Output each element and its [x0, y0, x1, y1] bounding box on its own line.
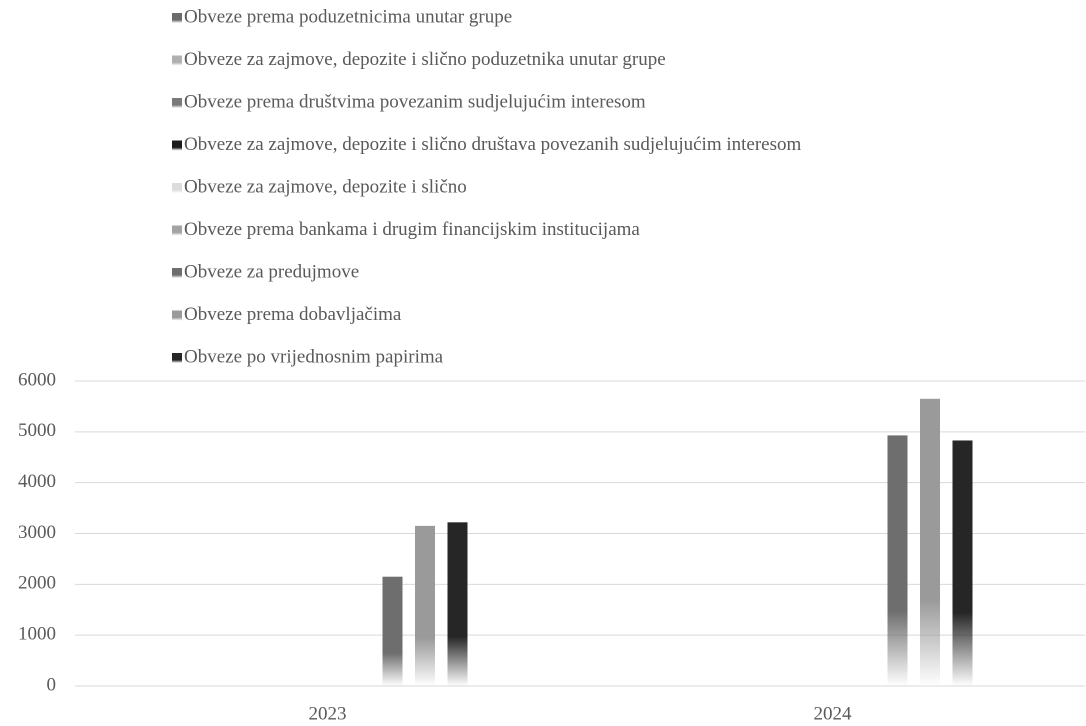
legend-label: Obveze za zajmove, depozite i slično dru…: [184, 134, 802, 155]
legend-label: Obveze za predujmove: [184, 261, 359, 282]
x-tick-label: 2023: [309, 703, 347, 724]
y-tick-label: 4000: [18, 471, 56, 492]
legend-label: Obveze po vrijednosnim papirima: [184, 346, 444, 367]
legend-label: Obveze prema bankama i drugim financijsk…: [184, 219, 640, 240]
legend-swatch: [172, 310, 182, 321]
legend-swatch: [172, 268, 182, 278]
bar: [447, 522, 468, 686]
bar: [952, 440, 973, 686]
y-tick-label: 1000: [18, 624, 56, 645]
bar: [887, 435, 908, 686]
bar: [382, 576, 403, 686]
legend-label: Obveze prema društvima povezanim sudjelu…: [184, 91, 646, 112]
legend-label: Obveze prema poduzetnicima unutar grupe: [184, 6, 512, 27]
bar: [920, 398, 940, 686]
legend-swatch: [172, 98, 182, 108]
y-tick-label: 5000: [18, 420, 56, 441]
y-tick-label: 6000: [18, 369, 56, 390]
y-tick-label: 3000: [18, 522, 56, 543]
legend-swatch: [172, 13, 182, 23]
y-tick-label: 2000: [18, 573, 56, 594]
legend-swatch: [172, 183, 182, 193]
legend-label: Obveze za zajmove, depozite i slično pod…: [184, 49, 666, 70]
legend-label: Obveze za zajmove, depozite i slično: [184, 176, 467, 197]
bar: [415, 525, 435, 686]
y-tick-label: 0: [47, 674, 57, 695]
legend-swatch: [172, 55, 182, 66]
legend-label: Obveze prema dobavljačima: [184, 304, 402, 325]
legend-swatch: [172, 353, 182, 363]
legend-swatch: [172, 140, 182, 151]
legend: Obveze prema poduzetnicima unutar grupe O…: [172, 6, 802, 367]
x-tick-label: 2024: [814, 703, 853, 724]
legend-swatch: [172, 225, 182, 236]
